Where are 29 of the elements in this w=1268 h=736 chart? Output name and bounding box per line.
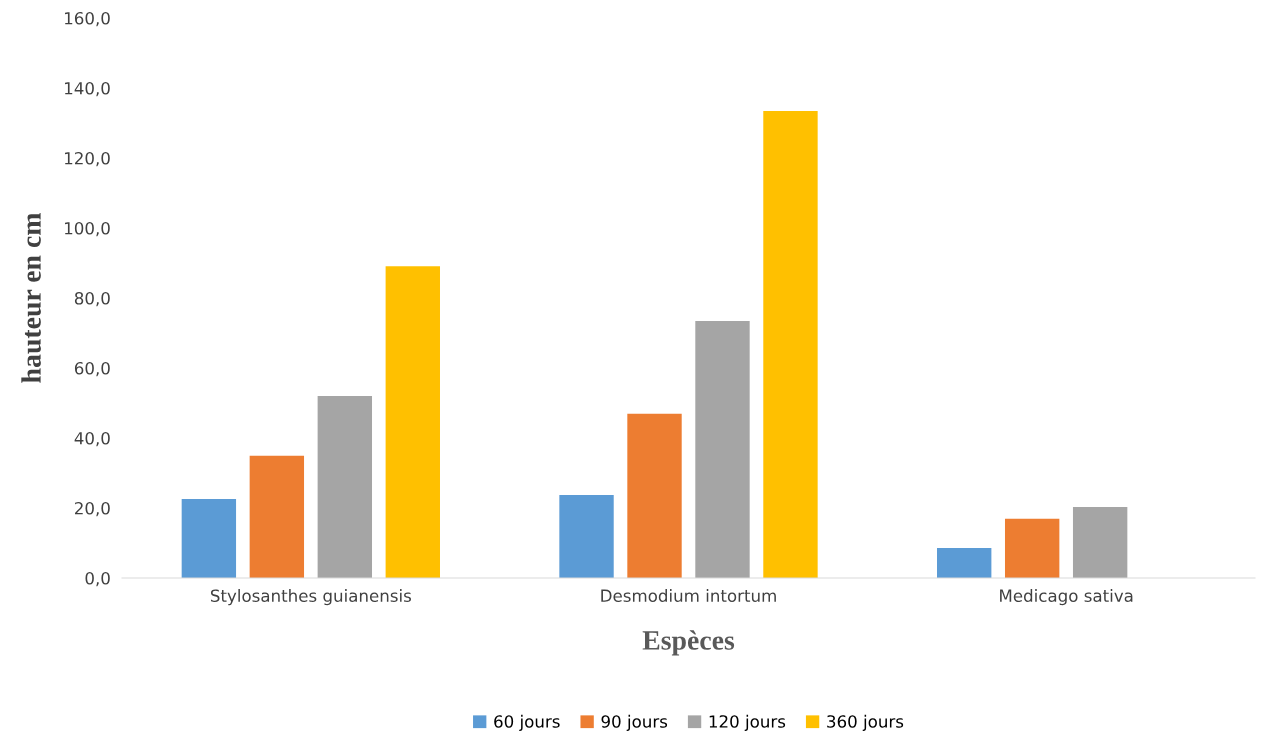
x-tick-label: Desmodium intortum (601, 589, 776, 603)
y-tick-label: 100,0 (65, 221, 110, 237)
y-tick-label: 20,0 (75, 501, 110, 517)
y-tick-label: 140,0 (65, 81, 110, 97)
bar (937, 547, 992, 578)
y-tick-label: 40,0 (74, 431, 110, 447)
bar (1004, 518, 1060, 578)
bar (385, 266, 440, 578)
y-tick-label: 80,0 (74, 291, 110, 307)
y-tick-label: 0,0 (85, 571, 110, 587)
bar (181, 498, 237, 578)
y-tick-label: 160,0 (65, 11, 110, 27)
x-tick-label: Medicago sativa (1000, 589, 1133, 606)
bar (559, 495, 614, 578)
legend-label: 60 jours (494, 714, 560, 731)
bar (763, 111, 818, 578)
bar (1072, 506, 1128, 578)
y-tick-label: 60,0 (74, 361, 110, 377)
y-tick-label: 120,0 (65, 151, 110, 167)
x-tick-label: Stylosanthes guianensis (210, 589, 411, 606)
bar (317, 396, 373, 578)
legend-label: 90 jours (601, 714, 668, 731)
bar (249, 455, 305, 578)
legend-label: 120 jours (709, 714, 786, 731)
bar (695, 321, 750, 578)
y-axis-title: hauteur en cm (21, 213, 41, 383)
legend-label: 360 jours (827, 714, 904, 731)
x-axis-title: Espèces (642, 630, 735, 656)
bar (627, 413, 682, 578)
